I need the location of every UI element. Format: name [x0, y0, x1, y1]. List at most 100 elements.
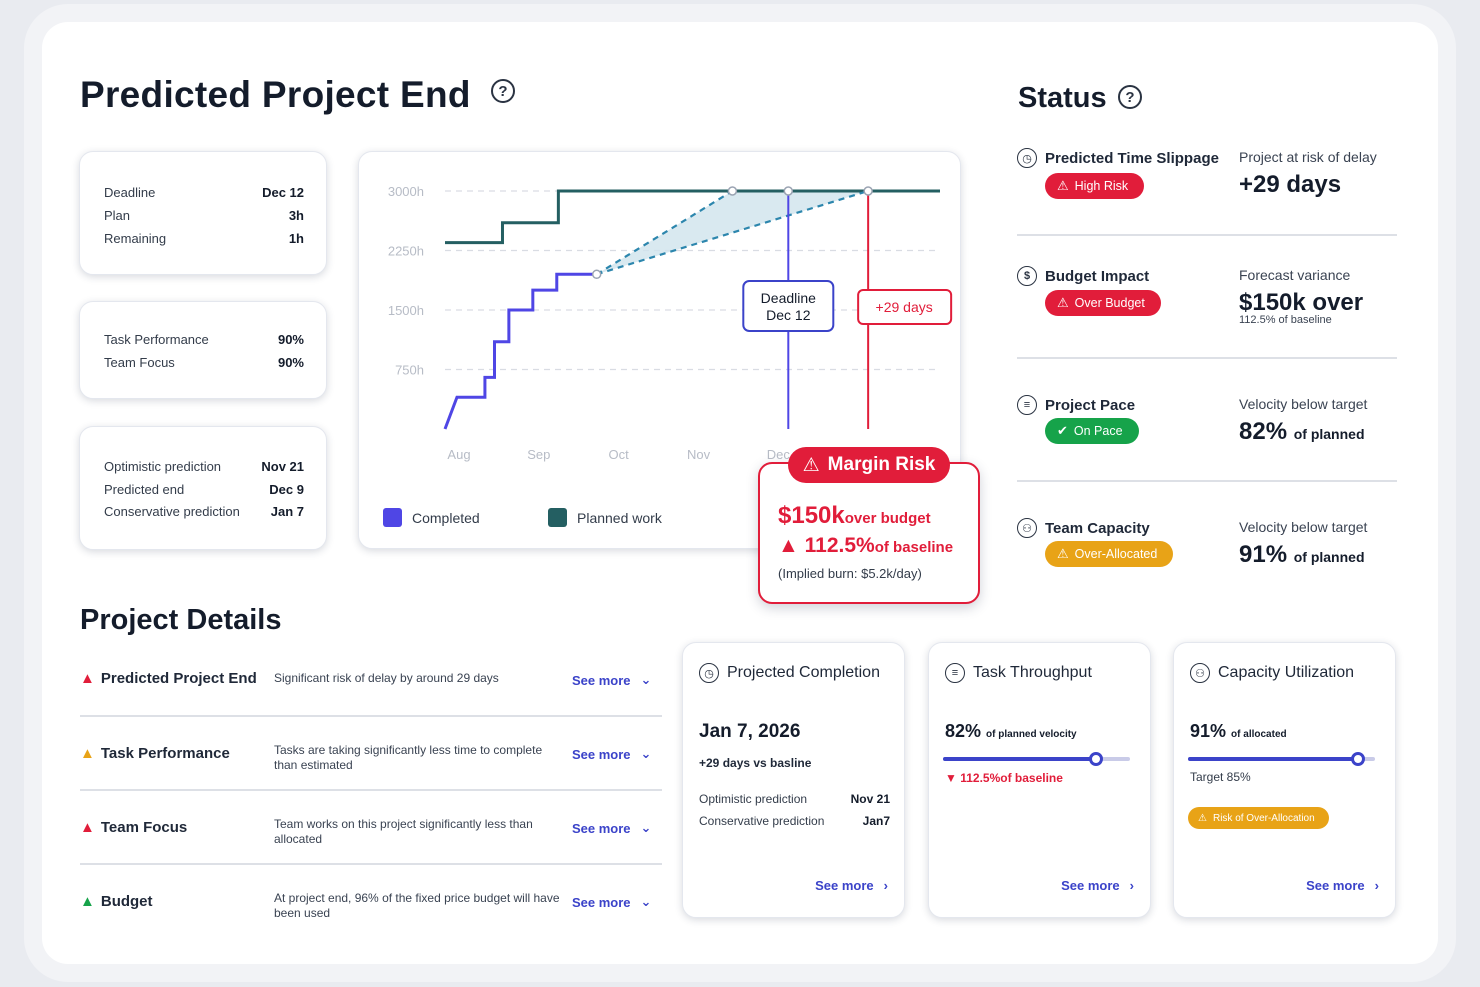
capacity-bar-knob[interactable]	[1351, 752, 1366, 766]
chevron-right-icon: ›	[1374, 878, 1379, 893]
card-title-label: Capacity Utilization	[1218, 664, 1355, 681]
completed-line	[443, 272, 597, 430]
row-label: Conservative prediction	[104, 504, 240, 519]
warning-icon: ⚠	[1057, 546, 1069, 561]
over-allocated-badge: ⚠ Over-Allocated	[1045, 541, 1174, 567]
detail-row-task-performance: ▲ Task Performance Tasks are taking signi…	[80, 717, 662, 791]
delay-label-box	[857, 289, 953, 325]
chevron-down-icon: ⌄	[640, 894, 652, 909]
margin-pct: ▲ 112.5%of baseline	[778, 534, 953, 558]
remaining-row: Remaining 1h	[104, 231, 304, 246]
team-focus-row: Team Focus 90%	[104, 355, 304, 370]
row-label: Optimistic prediction	[699, 792, 808, 806]
status-value: $150k over	[1239, 289, 1364, 316]
detail-row-predicted-end: ▲ Predicted Project End Significant risk …	[80, 643, 662, 717]
row-label: Optimistic prediction	[104, 459, 222, 474]
list-icon: ≡	[945, 663, 965, 683]
see-more-link[interactable]: See more ⌄	[572, 894, 651, 910]
legend-label: Completed	[412, 509, 480, 526]
status-help-icon[interactable]: ?	[1118, 85, 1142, 109]
status-name: Team Capacity	[1045, 519, 1150, 537]
team-icon: ⚇	[1017, 518, 1037, 538]
margin-pct-note: of baseline	[874, 539, 954, 556]
row-value: 1h	[288, 231, 304, 246]
card-title: ⚇ Capacity Utilization	[1190, 663, 1354, 683]
x-tick-label: Sep	[527, 447, 550, 462]
status-label: Velocity below target	[1239, 519, 1368, 535]
predictions-card: Optimistic prediction Nov 21 Predicted en…	[79, 426, 327, 550]
legend-completed: Completed	[383, 508, 480, 527]
see-more-label: See more	[572, 746, 631, 762]
check-icon: ✔	[1057, 423, 1068, 438]
chart-marker	[783, 186, 794, 196]
chevron-down-icon: ⌄	[640, 820, 652, 835]
throughput-note: of planned velocity	[986, 729, 1077, 740]
row-value: Dec 9	[269, 482, 304, 497]
badge-label: Over-Allocated	[1074, 547, 1158, 561]
warning-triangle-icon: ▲	[80, 819, 95, 836]
card-title: ◷ Projected Completion	[699, 663, 880, 683]
detail-name: Predicted Project End	[100, 670, 257, 687]
warning-triangle-icon: ▲	[80, 893, 95, 910]
detail-description: Tasks are taking significantly less time…	[274, 743, 543, 772]
see-more-link[interactable]: See more ⌄	[572, 746, 651, 762]
task-throughput-card: ≡ Task Throughput 82% of planned velocity…	[928, 642, 1151, 918]
badge-label: Over Budget	[1074, 296, 1145, 310]
conservative-row: Conservative prediction Jan7	[699, 814, 890, 828]
divider	[1017, 357, 1397, 359]
badge-label: Risk of Over-Allocation	[1212, 812, 1315, 824]
margin-amount-value: $150k	[778, 502, 845, 529]
status-value: 91% of planned	[1239, 541, 1365, 569]
performance-card: Task Performance 90% Team Focus 90%	[79, 301, 327, 399]
completed-swatch	[383, 508, 402, 527]
warning-icon: ⚠	[1057, 178, 1069, 193]
status-value-pct: 91%	[1239, 541, 1288, 568]
see-more-label: See more	[1306, 878, 1365, 893]
status-value-note: of planned	[1293, 549, 1365, 565]
margin-amount-note: over budget	[844, 510, 931, 527]
chart-marker	[591, 269, 602, 280]
detail-name: Team Focus	[100, 819, 188, 836]
plan-row: Plan 3h	[104, 208, 304, 223]
planned-swatch	[548, 508, 567, 527]
see-more-link[interactable]: See more ⌄	[572, 820, 651, 836]
warning-icon: ⚠	[1057, 295, 1069, 310]
help-icon[interactable]: ?	[491, 79, 515, 103]
x-tick-label: Dec	[767, 447, 791, 462]
chevron-right-icon: ›	[883, 878, 888, 893]
capacity-value: 91% of allocated	[1190, 721, 1287, 742]
see-more-link[interactable]: See more ›	[1306, 878, 1379, 893]
row-value: 3h	[288, 208, 304, 223]
status-value: 82% of planned	[1239, 418, 1365, 446]
y-tick-label: 1500h	[388, 303, 424, 318]
detail-name: Budget	[100, 893, 153, 910]
status-name: Predicted Time Slippage	[1045, 149, 1219, 167]
implied-burn: (Implied burn: $5.2k/day)	[778, 566, 922, 581]
status-team-capacity: ⚇ Team Capacity	[1017, 518, 1150, 538]
delay-label: +29 days	[876, 299, 933, 315]
planned-work-line	[445, 189, 940, 245]
throughput-value: 82% of planned velocity	[945, 721, 1077, 742]
card-title: ≡ Task Throughput	[945, 663, 1092, 683]
capacity-note: of allocated	[1231, 729, 1287, 740]
y-tick-label: 2250h	[388, 244, 424, 259]
throughput-bar-knob[interactable]	[1089, 752, 1104, 766]
see-more-link[interactable]: See more ›	[1061, 878, 1134, 893]
status-project-pace: ≡ Project Pace	[1017, 395, 1135, 415]
see-more-link[interactable]: See more ›	[815, 878, 888, 893]
status-label: Forecast variance	[1239, 267, 1351, 283]
capacity-pct: 91%	[1190, 721, 1227, 741]
row-value: Jan7	[862, 814, 890, 828]
card-title-label: Task Throughput	[973, 664, 1092, 681]
clock-icon: ◷	[1017, 148, 1037, 168]
capacity-target: Target 85%	[1190, 770, 1251, 784]
row-value: Jan 7	[270, 504, 304, 519]
task-performance-row: Task Performance 90%	[104, 332, 304, 347]
x-tick-label: Nov	[687, 447, 711, 462]
margin-pct-value: 112.5%	[804, 534, 875, 557]
row-label: Team Focus	[104, 355, 175, 370]
throughput-baseline: ▼ 112.5%of baseline	[945, 771, 1063, 785]
see-more-link[interactable]: See more ⌄	[572, 672, 651, 688]
completion-date: Jan 7, 2026	[699, 721, 801, 742]
throughput-bar-fill	[943, 757, 1097, 761]
